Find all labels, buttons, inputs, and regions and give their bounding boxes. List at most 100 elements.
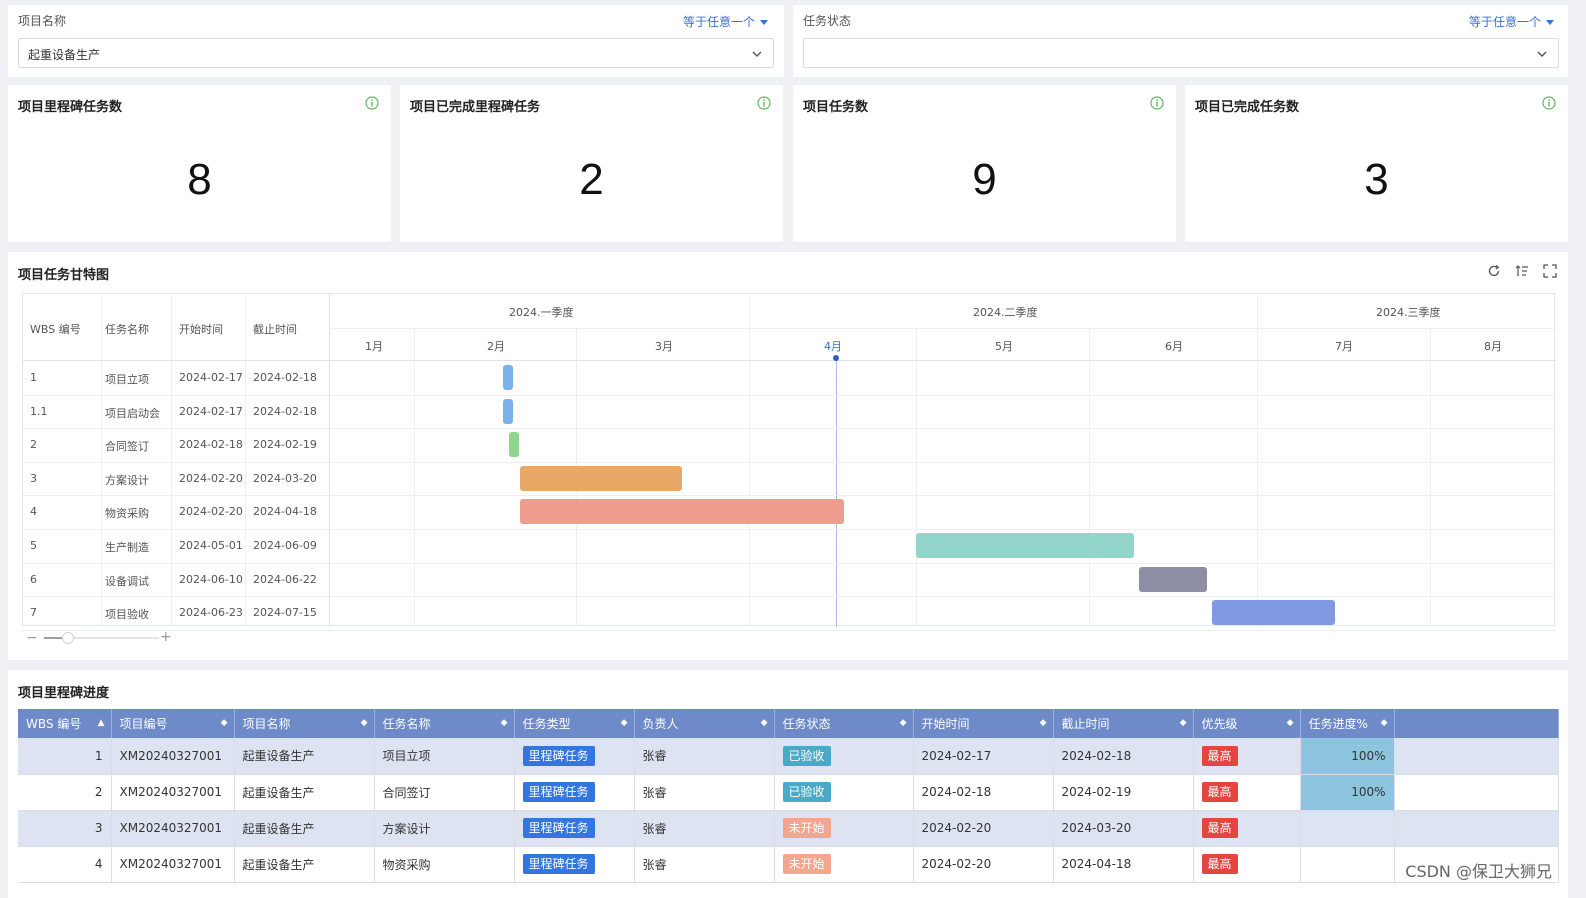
sort-icon[interactable]: ◆ [1380,718,1388,728]
filter-mode-dropdown[interactable]: 等于任意一个 [1469,13,1554,30]
table-row[interactable]: 3 XM20240327001 起重设备生产 方案设计 里程碑任务 张睿 未开始 2024-0… [18,810,1559,847]
status-tag: 已验收 [782,745,831,766]
sort-asc-icon[interactable]: ▲ [97,718,105,728]
filter-label: 项目名称 [18,14,67,28]
zoom-in-icon[interactable]: + [160,629,172,645]
header-label: WBS 编号 [26,717,82,731]
sort-icon[interactable]: ◆ [899,718,907,728]
sort-icon[interactable]: ◆ [500,718,508,728]
cell-priority: 最高 [1193,738,1301,775]
column-header-project-name[interactable]: 项目名称 ◆ [234,709,375,738]
gantt-bar[interactable] [520,499,844,525]
gantt-bar[interactable] [508,432,519,458]
priority-tag: 最高 [1201,745,1238,766]
zoom-out-icon[interactable]: − [26,630,38,646]
select-value: 起重设备生产 [28,48,101,62]
gantt-task-name: 项目启动会 [105,406,160,420]
cell-project-name: 起重设备生产 [234,774,375,811]
cell-owner: 张睿 [634,774,775,811]
gantt-bar[interactable] [503,398,514,424]
gantt-start: 2024-02-20 [179,471,243,485]
column-header-start[interactable]: 开始时间 ◆ [913,709,1054,738]
sort-icon[interactable]: ◆ [620,718,628,728]
cell-wbs: 1 [18,738,112,775]
sort-icon[interactable]: ◆ [360,718,368,728]
column-header-end[interactable]: 截止时间 ◆ [1053,709,1194,738]
column-header-empty [1394,709,1559,738]
chevron-down-icon [752,51,762,57]
kpi-title: 项目里程碑任务数 [18,100,123,115]
cell-type: 里程碑任务 [514,810,635,847]
column-header-task[interactable]: 任务名称 ◆ [374,709,515,738]
sort-icon[interactable]: ◆ [220,718,228,728]
column-header-project-no[interactable]: 项目编号 ◆ [111,709,235,738]
cell-wbs: 2 [18,774,112,811]
column-header-owner[interactable]: 负责人 ◆ [634,709,775,738]
kpi-title: 项目任务数 [803,100,869,115]
filter-label: 任务状态 [803,14,852,28]
cell-start: 2024-02-18 [913,774,1054,811]
info-icon[interactable] [757,96,771,110]
cell-project-name: 起重设备生产 [234,810,375,847]
column-header-progress[interactable]: 任务进度% ◆ [1300,709,1395,738]
table-row[interactable]: 1 XM20240327001 起重设备生产 项目立项 里程碑任务 张睿 已验收 2024-0… [18,738,1559,775]
header-label: 负责人 [642,717,679,731]
filter-mode-dropdown[interactable]: 等于任意一个 [683,13,768,30]
cell-project-no: XM20240327001 [111,774,235,811]
info-icon[interactable] [1542,96,1556,110]
refresh-icon[interactable] [1487,264,1501,278]
sort-icon[interactable] [1515,264,1529,278]
gantt-bar[interactable] [916,533,1134,558]
gantt-end: 2024-02-18 [253,371,317,384]
column-header-status[interactable]: 任务状态 ◆ [774,709,914,738]
table-row[interactable]: 4 XM20240327001 起重设备生产 物资采购 里程碑任务 张睿 未开始 2024-0… [18,846,1559,883]
column-header-type[interactable]: 任务类型 ◆ [514,709,635,738]
header-label: 开始时间 [921,717,970,731]
gantt-panel [8,252,1568,660]
sort-icon[interactable]: ◆ [760,718,768,728]
info-icon[interactable] [1150,96,1164,110]
gantt-task-name: 项目验收 [105,608,149,622]
gantt-end: 2024-06-22 [253,572,317,586]
cell-status: 已验收 [774,738,914,775]
cell-wbs: 4 [18,846,112,883]
header-label: 任务类型 [522,717,571,731]
table-row[interactable]: 2 XM20240327001 起重设备生产 合同签订 里程碑任务 张睿 已验收 2024-0… [18,774,1559,811]
cell-project-no: XM20240327001 [111,810,235,847]
cell-priority: 最高 [1193,846,1301,883]
gantt-start: 2024-02-20 [179,505,243,519]
cell-empty [1394,810,1559,847]
kpi-title: 项目已完成里程碑任务 [410,100,541,115]
project-name-select[interactable]: 起重设备生产 [18,38,774,68]
gantt-zoom-slider[interactable]: − + [26,629,176,646]
sort-icon[interactable]: ◆ [1039,718,1047,728]
cell-progress: 100% [1300,774,1395,811]
sort-icon[interactable]: ◆ [1286,718,1294,728]
cell-status: 未开始 [774,810,914,847]
gantt-task-name: 项目立项 [105,373,149,386]
sort-icon[interactable]: ◆ [1179,718,1187,728]
gantt-end: 2024-04-18 [253,505,317,519]
gantt-wbs: 1 [30,371,37,384]
cell-wbs: 3 [18,810,112,847]
gantt-bar[interactable] [1212,600,1336,626]
info-icon[interactable] [365,96,379,110]
cell-project-no: XM20240327001 [111,738,235,775]
gantt-task-name: 物资采购 [105,507,149,521]
kpi-title: 项目已完成任务数 [1195,100,1300,115]
gantt-bar[interactable] [503,365,514,390]
task-status-select[interactable] [803,38,1559,68]
zoom-handle[interactable] [62,632,74,644]
cell-end: 2024-03-20 [1053,810,1194,847]
fullscreen-icon[interactable] [1543,264,1557,278]
cell-end: 2024-02-19 [1053,774,1194,811]
column-header-priority[interactable]: 优先级 ◆ [1193,709,1301,738]
gantt-bar[interactable] [1139,566,1207,592]
column-header-wbs[interactable]: WBS 编号 ▲ [18,709,112,738]
month-label-current: 4月 [824,340,842,353]
filter-mode-label: 等于任意一个 [682,15,755,29]
cell-owner: 张睿 [634,738,775,775]
month-label: 8月 [1484,340,1502,353]
gantt-bar[interactable] [520,465,683,491]
cell-start: 2024-02-20 [913,810,1054,847]
